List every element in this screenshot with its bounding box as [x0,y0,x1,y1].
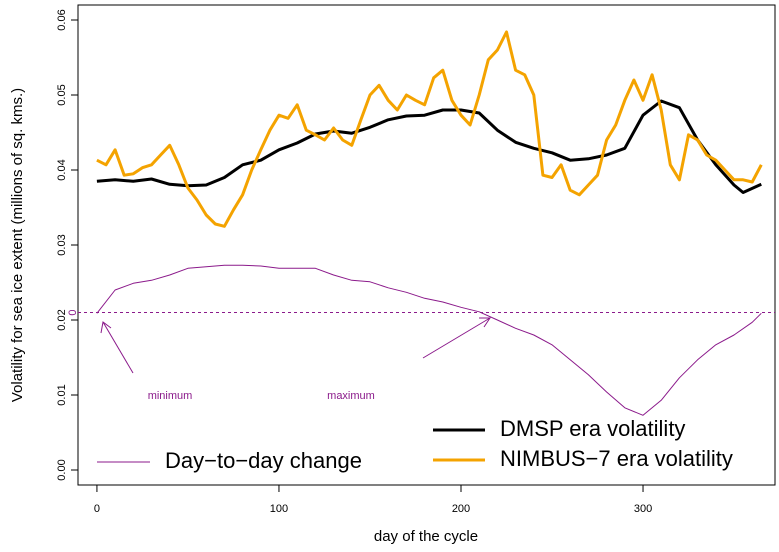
x-tick-label: 100 [270,503,288,515]
zero-label: 0 [67,309,79,315]
x-tick-label: 200 [452,503,470,515]
legend-label: Day−to−day change [165,448,362,473]
y-axis-label: Volatility for sea ice extent (millions … [9,88,26,402]
y-tick-label: 0.03 [56,234,68,255]
series-line [96,264,762,416]
y-tick-label: 0.05 [56,84,68,105]
y-tick-label: 0.04 [56,159,68,180]
series-line [96,30,763,228]
y-tick-label: 0.00 [56,459,68,480]
plot-frame [77,4,776,486]
arrows [100,317,491,374]
annotation: minimum [148,390,193,402]
y-tick-label: 0.01 [56,384,68,405]
x-tick-label: 0 [94,503,100,515]
x-axis-label: day of the cycle [374,528,478,545]
legend-label: DMSP era volatility [500,416,685,441]
legend-label: NIMBUS−7 era volatility [500,446,733,471]
annotation: maximum [327,390,375,402]
y-tick-label: 0.06 [56,9,68,30]
y-tick-label: 0.02 [56,309,68,330]
x-tick-label: 300 [634,503,652,515]
